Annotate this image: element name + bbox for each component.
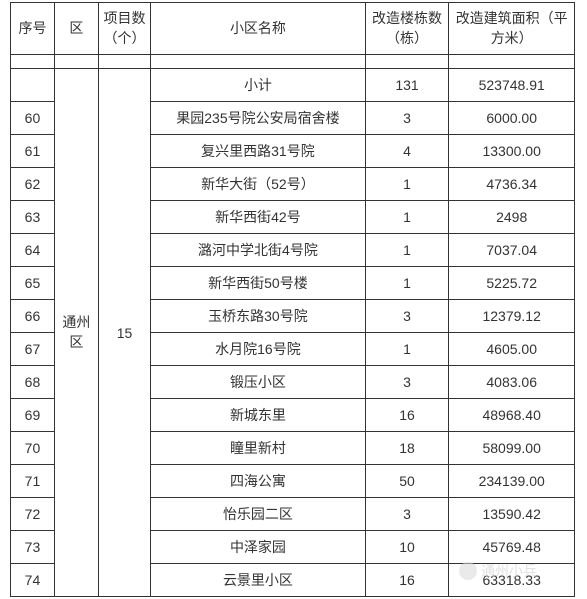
cell-buildings: 1 xyxy=(365,201,449,234)
cell-buildings: 1 xyxy=(365,267,449,300)
cell-community: 瞳里新村 xyxy=(151,432,366,465)
cell-seq: 71 xyxy=(11,465,55,498)
cell-community: 新华西街42号 xyxy=(151,201,366,234)
cell-community: 水月院16号院 xyxy=(151,333,366,366)
cell-buildings: 3 xyxy=(365,498,449,531)
col-header-projcount: 项目数（个） xyxy=(98,3,150,55)
cell-buildings: 1 xyxy=(365,168,449,201)
cell-area: 234139.00 xyxy=(449,465,575,498)
cell-area: 48968.40 xyxy=(449,399,575,432)
cell-area: 7037.04 xyxy=(449,234,575,267)
cell-area: 6000.00 xyxy=(449,102,575,135)
col-header-district: 区 xyxy=(54,3,98,55)
cell-community: 果园235号院公安局宿舍楼 xyxy=(151,102,366,135)
cell-buildings: 3 xyxy=(365,102,449,135)
cell-area: 45769.48 xyxy=(449,531,575,564)
subtotal-area: 523748.91 xyxy=(449,69,575,102)
cell-seq: 65 xyxy=(11,267,55,300)
cell-buildings: 50 xyxy=(365,465,449,498)
cell-seq: 66 xyxy=(11,300,55,333)
cell-community: 锻压小区 xyxy=(151,366,366,399)
cell-community: 四海公寓 xyxy=(151,465,366,498)
cell-district: 通州 区 xyxy=(54,69,98,597)
cell-community: 新城东里 xyxy=(151,399,366,432)
cell-buildings: 1 xyxy=(365,234,449,267)
subtotal-label: 小计 xyxy=(151,69,366,102)
cell-seq: 74 xyxy=(11,564,55,597)
cell-buildings: 10 xyxy=(365,531,449,564)
renovation-table-container: 序号 区 项目数（个） 小区名称 改造楼栋数（栋） 改造建筑面积（平方米） 通州… xyxy=(10,2,575,597)
cell-community: 潞河中学北街4号院 xyxy=(151,234,366,267)
cell-proj-total: 15 xyxy=(98,69,150,597)
cell-buildings: 18 xyxy=(365,432,449,465)
cell-buildings: 3 xyxy=(365,366,449,399)
cell-community: 怡乐园二区 xyxy=(151,498,366,531)
cell-seq: 64 xyxy=(11,234,55,267)
cell-seq: 60 xyxy=(11,102,55,135)
district-text-1: 通州 xyxy=(62,314,90,330)
cell-community: 复兴里西路31号院 xyxy=(151,135,366,168)
subtotal-row: 通州 区 15 小计 131 523748.91 xyxy=(11,69,575,102)
cell-area: 13300.00 xyxy=(449,135,575,168)
cell-buildings: 16 xyxy=(365,399,449,432)
district-text-2: 区 xyxy=(69,334,83,350)
cell-community: 新华大街（52号） xyxy=(151,168,366,201)
cell-area: 13590.42 xyxy=(449,498,575,531)
col-header-buildings: 改造楼栋数（栋） xyxy=(365,3,449,55)
cell-seq: 67 xyxy=(11,333,55,366)
subtotal-buildings: 131 xyxy=(365,69,449,102)
cell-seq: 63 xyxy=(11,201,55,234)
cell-seq: 73 xyxy=(11,531,55,564)
col-header-area: 改造建筑面积（平方米） xyxy=(449,3,575,55)
cell-area: 4083.06 xyxy=(449,366,575,399)
cell-buildings: 3 xyxy=(365,300,449,333)
cell-community: 云景里小区 xyxy=(151,564,366,597)
table-header-row: 序号 区 项目数（个） 小区名称 改造楼栋数（栋） 改造建筑面积（平方米） xyxy=(11,3,575,55)
cell-seq: 69 xyxy=(11,399,55,432)
cell-seq-empty xyxy=(11,69,55,102)
gap-row xyxy=(11,55,575,69)
cell-area: 5225.72 xyxy=(449,267,575,300)
renovation-table: 序号 区 项目数（个） 小区名称 改造楼栋数（栋） 改造建筑面积（平方米） 通州… xyxy=(10,2,575,597)
cell-buildings: 4 xyxy=(365,135,449,168)
cell-buildings: 16 xyxy=(365,564,449,597)
cell-area: 4605.00 xyxy=(449,333,575,366)
cell-area: 4736.34 xyxy=(449,168,575,201)
cell-area: 63318.33 xyxy=(449,564,575,597)
cell-buildings: 1 xyxy=(365,333,449,366)
cell-area: 2498 xyxy=(449,201,575,234)
cell-area: 12379.12 xyxy=(449,300,575,333)
cell-area: 58099.00 xyxy=(449,432,575,465)
cell-seq: 68 xyxy=(11,366,55,399)
cell-seq: 61 xyxy=(11,135,55,168)
col-header-seq: 序号 xyxy=(11,3,55,55)
cell-seq: 70 xyxy=(11,432,55,465)
cell-seq: 72 xyxy=(11,498,55,531)
cell-community: 新华西街50号楼 xyxy=(151,267,366,300)
cell-seq: 62 xyxy=(11,168,55,201)
cell-community: 玉桥东路30号院 xyxy=(151,300,366,333)
col-header-community: 小区名称 xyxy=(151,3,366,55)
cell-community: 中泽家园 xyxy=(151,531,366,564)
